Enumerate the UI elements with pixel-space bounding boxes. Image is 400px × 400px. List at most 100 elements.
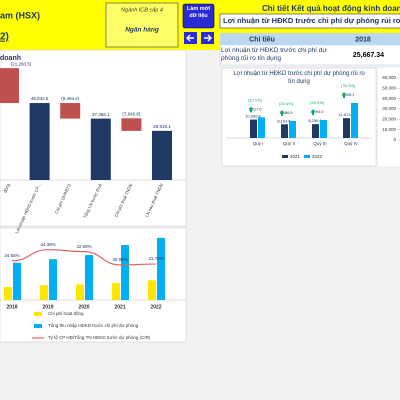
growth-arrow xyxy=(249,106,253,113)
table-cell: Lợi nhuận từ HĐKD trước chi phí dự phòng… xyxy=(221,47,327,62)
waterfall-title: doanh xyxy=(0,55,21,62)
legend-swatch xyxy=(34,312,42,316)
table-head-cell: 2018 xyxy=(355,36,371,43)
cir-bar xyxy=(157,237,165,300)
growth-label: (76.3%) xyxy=(341,83,356,88)
table-cell-box: Lợi nhuận từ HĐKD trước chi phí dự phòng… xyxy=(221,47,327,62)
data-label: 34.65% xyxy=(4,253,19,258)
quarterly-bar xyxy=(312,124,319,138)
icb-label: Ngành ICB cấp 4 xyxy=(121,6,163,13)
side-panel xyxy=(378,68,400,166)
next-arrow xyxy=(204,34,212,42)
data-label: 30.95% xyxy=(112,257,127,262)
data-label: 8,256.6 xyxy=(308,118,322,123)
legend-label: Tổng thu nhập HĐKD trước chi phí dự phòn… xyxy=(48,322,139,328)
quarterly-bar xyxy=(320,120,327,138)
x-tick-label: động xyxy=(2,182,11,193)
data-label: 44.39% xyxy=(40,242,55,247)
legend-swatch xyxy=(282,155,288,158)
waterfall-bar xyxy=(0,68,19,104)
data-label: 8,163.5 xyxy=(277,118,291,123)
code: 2) xyxy=(0,32,9,43)
quarterly-bar xyxy=(289,120,296,138)
prev-arrow xyxy=(186,34,194,42)
cir-bar xyxy=(49,259,57,300)
x-tick-label: Quý IV xyxy=(344,141,358,146)
cir-bar xyxy=(148,280,156,300)
data-label: (21,260.5) xyxy=(11,61,32,66)
data-label: 11,813.6 xyxy=(338,112,354,117)
data-label: 2,094.0 xyxy=(310,109,324,114)
cir-bar xyxy=(112,283,120,300)
icb-value: Ngân hàng xyxy=(125,27,159,34)
quarterly-bar xyxy=(343,118,350,138)
waterfall-bar xyxy=(90,118,111,180)
x-tick-label: 2018 xyxy=(6,304,17,310)
refresh-label-box: Làm mới dữ liệu xyxy=(186,6,211,19)
table-head-cell: Chỉ tiêu xyxy=(249,36,275,43)
x-tick-label: 2020 xyxy=(78,304,89,310)
quarterly-bar xyxy=(351,103,358,138)
waterfall-bar xyxy=(152,130,172,180)
y-tick-label: 0 xyxy=(393,137,396,142)
y-tick-label: 20,000 xyxy=(382,117,396,122)
data-label: 1,986.9 xyxy=(279,110,293,115)
y-tick-label: 30,000 xyxy=(382,106,396,111)
data-label: 31.72% xyxy=(148,256,163,261)
quarterly-title: Lợi nhuận từ HĐKD trước chi phí dự phòng… xyxy=(233,71,365,85)
cir-bar xyxy=(13,262,21,300)
metric-select-text: Lợi nhuận từ HĐKD trước chi phí dự phòng… xyxy=(223,16,400,25)
y-tick-label: 60,000 xyxy=(382,75,396,80)
refresh-label[interactable]: Làm mới dữ liệu xyxy=(186,6,211,19)
growth-arrow xyxy=(280,109,284,116)
metric-select[interactable] xyxy=(219,13,400,29)
growth-arrow xyxy=(342,92,346,99)
cir-bar xyxy=(40,285,48,300)
data-label: 1,017.6 xyxy=(248,106,262,111)
x-tick-label: Quý I xyxy=(253,141,264,146)
waterfall-bar xyxy=(121,118,142,131)
data-label: (7,649.8) xyxy=(122,111,141,116)
growth-arrow xyxy=(311,109,315,116)
table-row xyxy=(219,44,400,66)
cir-bar xyxy=(4,287,12,300)
legend-swatch xyxy=(34,324,42,328)
y-tick-label: 50,000 xyxy=(382,86,396,91)
growth-label: (24.4%) xyxy=(279,101,294,106)
cir-bar xyxy=(76,284,84,300)
y-tick-label: 10,000 xyxy=(382,127,396,132)
x-tick-label: Quý II xyxy=(283,141,295,146)
waterfall-bar xyxy=(29,103,50,180)
data-label: 42.69% xyxy=(76,244,91,249)
legend-label: 2022 xyxy=(312,154,323,159)
data-label: 46,832.5 xyxy=(31,96,49,101)
legend-label: 2021 xyxy=(290,154,301,159)
data-label: 29,918.1 xyxy=(153,124,171,129)
quarterly-panel xyxy=(221,67,377,167)
company: am (HSX) xyxy=(0,10,40,20)
detail-title: Chi tiết Kết quả hoạt động kinh doanh xyxy=(262,4,400,13)
quarterly-bar xyxy=(250,119,257,138)
data-label: 3,395.1 xyxy=(341,92,355,97)
cir-line xyxy=(11,249,157,266)
x-tick-label: 2019 xyxy=(42,304,53,310)
legend-swatch xyxy=(304,155,310,158)
x-tick-label: 2021 xyxy=(114,304,125,310)
x-tick-label: 2022 xyxy=(150,304,161,310)
data-label: (9,484.2) xyxy=(61,96,80,101)
y-tick-label: 40,000 xyxy=(382,96,396,101)
legend-label: Chi phí hoạt động xyxy=(48,311,84,316)
quarterly-bar xyxy=(281,124,288,138)
quarterly-bar xyxy=(258,117,265,138)
data-label: 37,368.1 xyxy=(92,112,110,117)
legend-label: Tỷ lệ CP HĐ/Tổng TN HĐKD trước dự phòng … xyxy=(48,334,151,340)
waterfall-bar xyxy=(60,103,81,119)
refresh-button[interactable] xyxy=(182,3,215,29)
cir-bar xyxy=(85,255,93,300)
growth-label: (12.1%) xyxy=(248,97,263,102)
data-label: 10,966.8 xyxy=(245,114,261,119)
growth-label: (29.4%) xyxy=(310,100,325,105)
cir-bar xyxy=(121,245,129,300)
